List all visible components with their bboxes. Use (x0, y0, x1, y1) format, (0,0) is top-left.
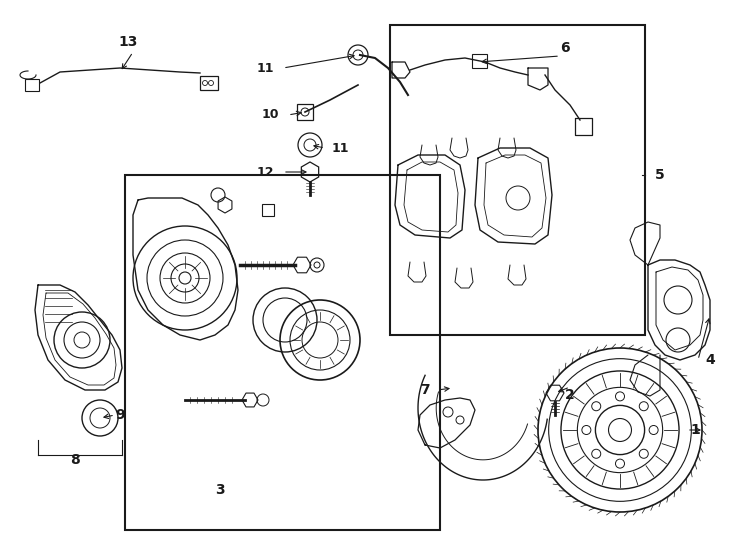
Text: 9: 9 (115, 408, 125, 422)
Bar (390, 25, 645, 335)
Text: 10: 10 (261, 109, 279, 122)
Text: 7: 7 (420, 383, 430, 397)
Text: 12: 12 (256, 165, 274, 179)
Text: 1: 1 (690, 423, 700, 437)
Text: 13: 13 (118, 35, 138, 49)
Text: 11: 11 (331, 141, 349, 154)
Bar (125, 175, 440, 530)
Text: 8: 8 (70, 453, 80, 467)
Bar (25, 79, 39, 91)
Text: 3: 3 (215, 483, 225, 497)
Bar (472, 54, 487, 68)
Text: 2: 2 (565, 388, 575, 402)
Bar (200, 76, 218, 90)
Text: 5: 5 (655, 168, 665, 182)
Text: 11: 11 (256, 62, 274, 75)
Text: 4: 4 (705, 353, 715, 367)
Text: 6: 6 (560, 41, 570, 55)
